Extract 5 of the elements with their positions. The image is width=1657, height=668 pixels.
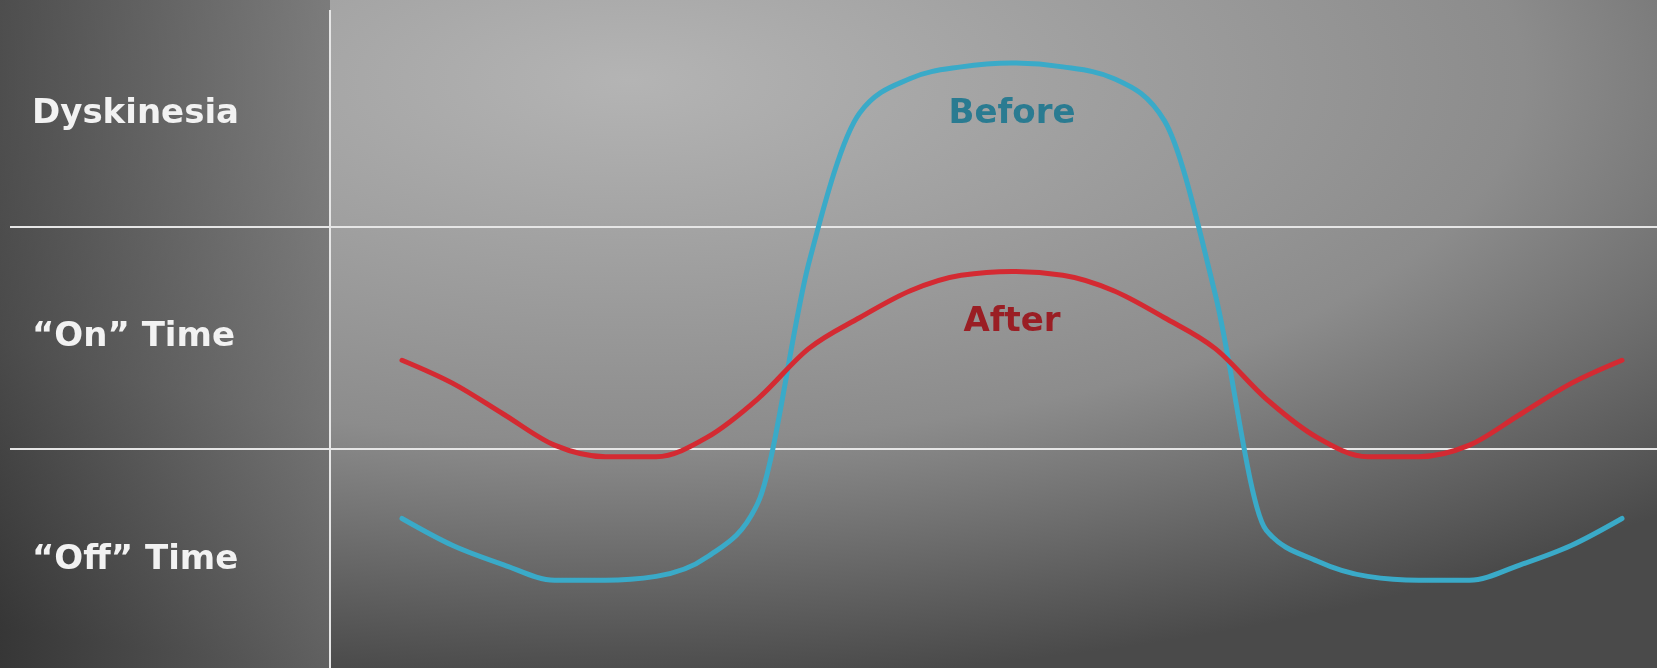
series-label: Before	[948, 91, 1076, 131]
text: Dyskinesia	[32, 91, 239, 132]
text: “Off” Time	[32, 536, 239, 577]
text: “On” Time	[32, 313, 235, 354]
series-label: After	[963, 299, 1061, 340]
